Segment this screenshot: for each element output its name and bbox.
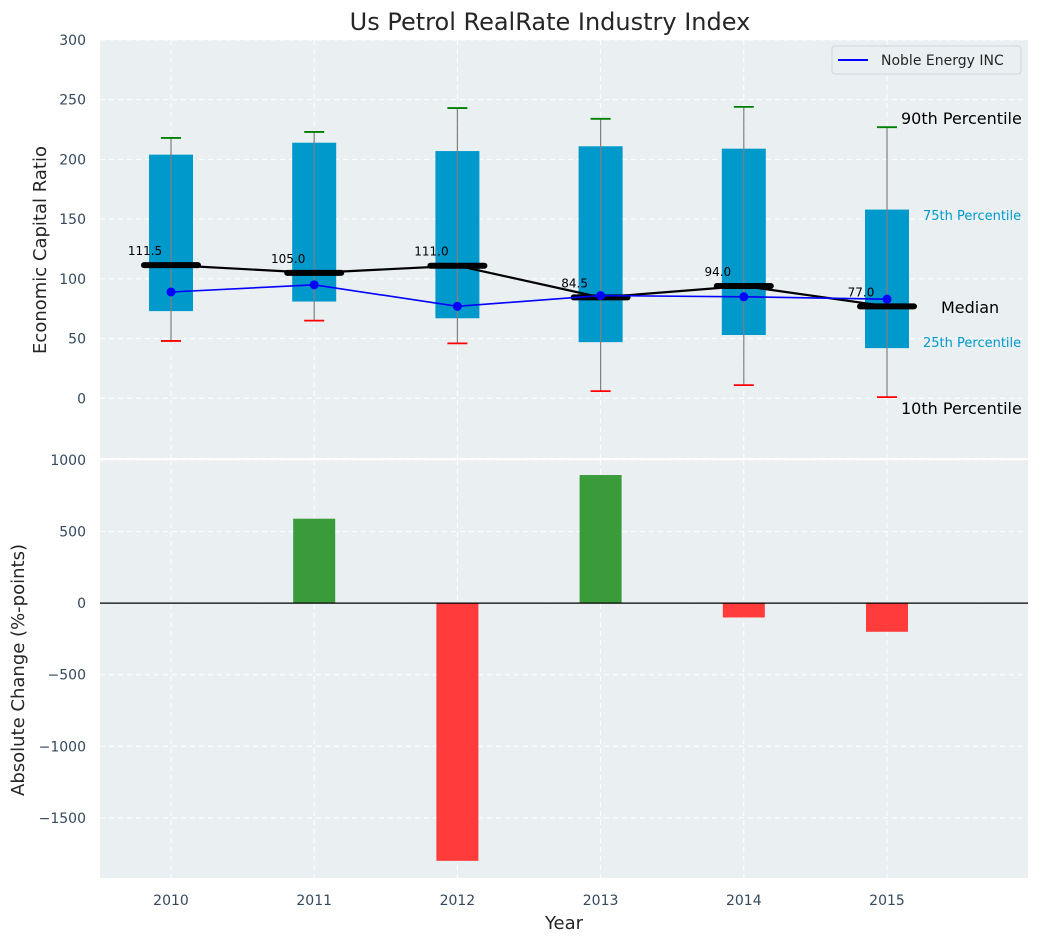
bottom-y-axis-label: Absolute Change (%-points) <box>8 544 29 796</box>
top-y-tick-label: 300 <box>59 33 86 49</box>
series-group <box>166 280 892 311</box>
bottom-y-tick-label: 1000 <box>50 453 86 469</box>
x-axis-label: Year <box>544 913 584 934</box>
x-tick-label: 2011 <box>296 893 332 909</box>
legend-box <box>831 45 1022 75</box>
bar-2013 <box>579 475 622 604</box>
bottom-y-tick-labels: 1000 500 0 −500 −1000 −1500 <box>39 453 86 827</box>
bottom-plot-background <box>100 460 1028 878</box>
x-tick-label: 2013 <box>583 893 619 909</box>
bottom-y-tick-label: −500 <box>48 668 86 684</box>
median-label-2012: 111.0 <box>414 245 448 259</box>
x-tick-label: 2010 <box>153 893 189 909</box>
series-line <box>170 284 888 308</box>
median-label-2010: 111.5 <box>128 244 162 258</box>
x-tick-label: 2014 <box>726 893 762 909</box>
annotation-10th: 10th Percentile <box>901 399 1022 418</box>
series-point-2014 <box>739 292 749 302</box>
top-y-tick-labels: 300 250 200 150 100 50 0 <box>59 33 86 407</box>
bar-2011 <box>293 518 336 604</box>
chart-title: Us Petrol RealRate Industry Index <box>350 8 751 36</box>
percentile-annotations: 90th Percentile 75th Percentile Median 2… <box>901 109 1022 418</box>
top-y-tick-label: 50 <box>68 332 86 348</box>
median-label-2011: 105.0 <box>271 252 305 266</box>
series-point-2013 <box>596 291 606 301</box>
median-label-2014: 94.0 <box>704 265 731 279</box>
top-y-axis-label: Economic Capital Ratio <box>30 146 51 354</box>
annotation-90th: 90th Percentile <box>901 109 1022 128</box>
series-point-2012 <box>452 301 462 311</box>
bottom-y-tick-label: −1500 <box>39 811 86 827</box>
top-y-tick-label: 250 <box>59 93 86 109</box>
legend: Noble Energy INC <box>831 45 1022 75</box>
median-label-2013: 84.5 <box>561 276 588 290</box>
annotation-25th: 25th Percentile <box>923 336 1021 351</box>
top-y-tick-label: 0 <box>77 391 86 407</box>
top-y-tick-label: 200 <box>59 152 86 168</box>
series-point-2011 <box>309 280 319 290</box>
series-point-2010 <box>166 287 176 297</box>
x-tick-labels: 2010 2011 2012 2013 2014 2015 <box>153 893 905 909</box>
bar-2015 <box>866 603 908 632</box>
x-tick-label: 2012 <box>440 893 476 909</box>
median-label-2015: 77.0 <box>848 285 875 299</box>
bar-2014 <box>722 603 765 618</box>
series-point-2015 <box>882 294 892 304</box>
top-y-tick-label: 150 <box>59 212 86 228</box>
bottom-y-tick-label: −1000 <box>39 739 86 755</box>
bottom-y-tick-label: 0 <box>77 596 86 612</box>
bar-2012 <box>436 603 479 861</box>
legend-label: Noble Energy INC <box>881 53 1004 69</box>
annotation-75th: 75th Percentile <box>923 209 1021 224</box>
bar-group <box>293 475 908 861</box>
median-trend-group: 111.5 105.0 111.0 84.5 94.0 77.0 <box>128 244 917 310</box>
x-tick-label: 2015 <box>869 893 905 909</box>
top-y-tick-label: 100 <box>59 272 86 288</box>
bottom-y-tick-label: 500 <box>59 525 86 541</box>
annotation-median: Median <box>941 298 999 317</box>
